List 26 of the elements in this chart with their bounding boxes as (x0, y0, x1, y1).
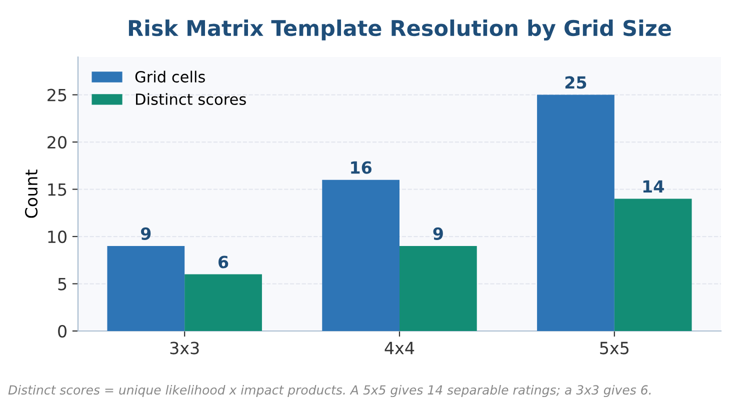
bar (400, 246, 477, 331)
legend-label: Grid cells (135, 70, 205, 83)
y-tick-label: 20 (48, 136, 66, 149)
bar (537, 94, 614, 331)
bar (614, 198, 692, 331)
x-tick-label: 4x4 (384, 342, 414, 354)
y-axis-title: Count (24, 170, 38, 218)
data-label: 9 (433, 227, 443, 240)
x-tick-label: 3x3 (170, 342, 199, 354)
data-label: 16 (351, 161, 372, 174)
bar (107, 246, 185, 331)
y-tick-label: 10 (48, 230, 66, 244)
x-tick-label: 5x5 (600, 342, 628, 354)
y-tick-label: 15 (48, 183, 66, 196)
data-label: 25 (565, 76, 586, 89)
text: Distinct scores = unique likelihood x impact products. A 5x5 gives 14 separable ratings; a 3x3 gives 6. (8, 384, 651, 398)
y-tick-label: 5 (58, 278, 66, 290)
bar (322, 180, 400, 331)
bar (184, 274, 262, 331)
data-label: 6 (218, 256, 228, 268)
legend-label: Distinct scores (136, 93, 246, 105)
y-tick-label: 0 (58, 324, 66, 338)
data-label: 9 (140, 227, 151, 240)
data-label: 14 (643, 180, 664, 192)
chart-title: Risk Matrix Template Resolution by Grid Size (128, 20, 671, 40)
y-tick-label: 25 (48, 88, 66, 102)
